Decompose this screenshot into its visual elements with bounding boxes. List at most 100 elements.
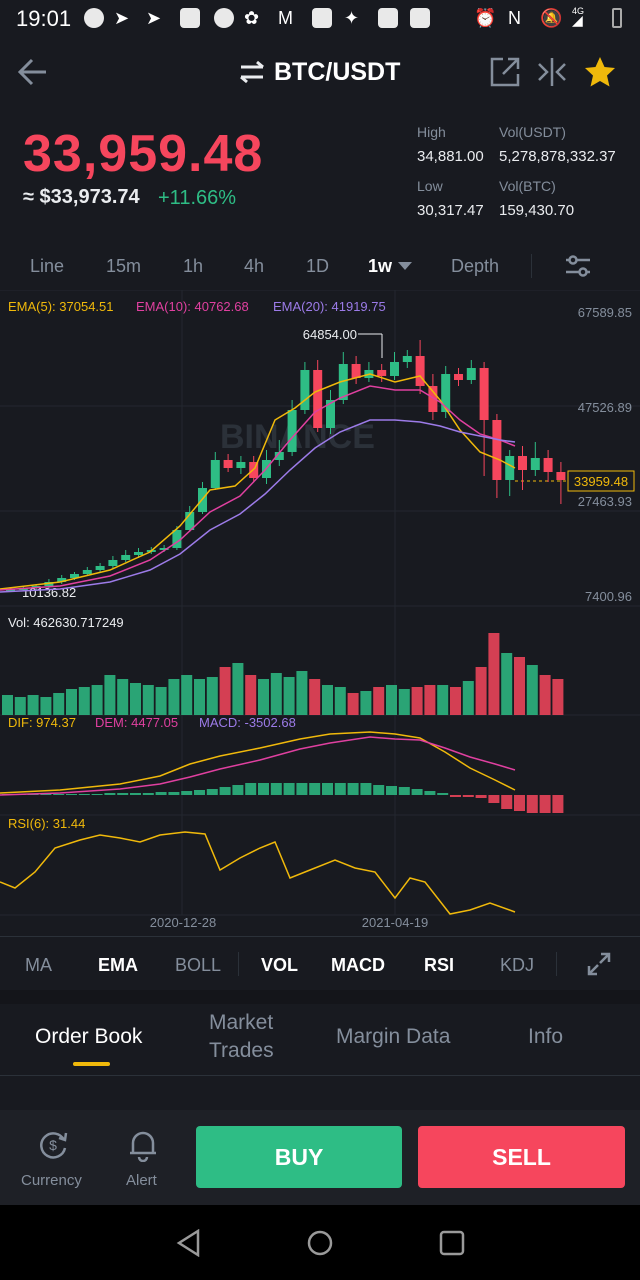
volume-bar: [194, 679, 205, 715]
dif-line: [0, 731, 516, 794]
tab-15m[interactable]: 15m: [106, 256, 142, 276]
volume-bar: [245, 675, 257, 715]
tab-1w[interactable]: 1w: [368, 256, 393, 276]
volume-bar: [155, 687, 167, 715]
indicator-tab-ma[interactable]: MA: [25, 955, 52, 975]
buy-button[interactable]: BUY: [196, 1126, 402, 1188]
macd-bar: [283, 783, 295, 795]
macd-bar: [206, 789, 218, 795]
price-change: +11.66%: [158, 187, 237, 209]
candle-body: [505, 456, 515, 480]
volume-bar: [117, 679, 129, 715]
tab-order-book[interactable]: Order Book: [35, 1025, 143, 1048]
indicator-tab-boll[interactable]: BOLL: [175, 955, 222, 975]
upload-icon: [214, 8, 234, 28]
candle-body: [556, 472, 566, 480]
macd-bar: [270, 783, 282, 795]
tab-4h[interactable]: 4h: [244, 256, 265, 276]
active-tab-indicator: [73, 1062, 110, 1066]
candle-body: [82, 570, 92, 574]
macd-bar: [78, 794, 90, 795]
tab-market-trades-line1[interactable]: Market: [209, 1011, 274, 1034]
dif-legend: DIF: 974.37: [8, 715, 76, 730]
system-nav-bar: [0, 1205, 640, 1280]
volume-bar: [142, 685, 154, 715]
macd-bar: [309, 783, 321, 795]
tab-1d[interactable]: 1D: [306, 256, 330, 276]
volume-bar: [322, 685, 333, 715]
macd-bar: [322, 783, 333, 795]
y-tick-4: 7400.96: [585, 589, 632, 604]
status-bar: 19:01 ➤ ➤ ✿ M ✦ ⏰ N 🔕 4G ◢: [0, 0, 640, 36]
volume-bar: [462, 681, 474, 715]
macd-bar: [245, 783, 257, 795]
chevron-down-icon[interactable]: [398, 262, 412, 270]
indicator-tab-ema[interactable]: EMA: [98, 955, 138, 975]
network-label: 4G: [572, 6, 585, 16]
nav-home-icon[interactable]: [307, 1230, 333, 1256]
tab-margin-data[interactable]: Margin Data: [336, 1025, 451, 1048]
volume-bar: [91, 685, 103, 715]
volume-bar: [411, 687, 423, 715]
macd-bar: [398, 787, 410, 795]
sell-button[interactable]: SELL: [418, 1126, 625, 1188]
fullscreen-icon[interactable]: [587, 952, 611, 976]
tab-line[interactable]: Line: [30, 256, 65, 276]
swap-pair-icon[interactable]: [238, 60, 266, 84]
tab-depth[interactable]: Depth: [451, 256, 500, 276]
dem-line: [0, 736, 516, 796]
macd-bar: [168, 792, 180, 795]
tab-1h[interactable]: 1h: [183, 256, 204, 276]
volume-bar: [424, 685, 436, 715]
rsi-legend: RSI(6): 31.44: [8, 816, 85, 831]
nav-recents-icon[interactable]: [439, 1230, 465, 1256]
external-link-icon[interactable]: [489, 56, 521, 88]
indicator-tab-macd[interactable]: MACD: [331, 955, 385, 975]
candle-body: [57, 578, 67, 582]
candlestick-chart[interactable]: BINANCE EMA(5): 37054.51 EMA(10): 40762.…: [0, 290, 640, 936]
volume-bar: [552, 679, 564, 715]
macd-bar: [258, 783, 269, 795]
ema5-line: [0, 373, 516, 590]
candle-body: [70, 574, 79, 578]
indicator-tab-vol[interactable]: VOL: [261, 955, 299, 975]
tab-info[interactable]: Info: [528, 1025, 564, 1048]
back-arrow-icon[interactable]: [16, 52, 50, 92]
volume-bar: [27, 695, 39, 715]
last-price-label: 33959.48: [574, 474, 628, 489]
volume-bar: [130, 683, 141, 715]
nav-back-icon[interactable]: [176, 1229, 202, 1257]
volume-bar: [270, 673, 282, 715]
macd-bar: [334, 783, 346, 795]
currency-icon[interactable]: $: [36, 1128, 70, 1162]
alarm-icon: ⏰: [474, 8, 497, 28]
indicator-tab-kdj[interactable]: KDJ: [500, 955, 535, 975]
macd-bar: [462, 795, 474, 797]
macd-bar: [386, 786, 397, 795]
battery-icon: [612, 8, 622, 28]
compare-icon[interactable]: [535, 56, 569, 88]
tab-market-trades-line2[interactable]: Trades: [209, 1039, 274, 1062]
favorite-star-icon[interactable]: [583, 56, 617, 88]
macd-bar: [450, 795, 461, 797]
alert-label[interactable]: Alert: [126, 1172, 157, 1189]
volume-bar: [360, 691, 372, 715]
volume-bar: [526, 665, 538, 715]
macd-bar: [194, 790, 205, 795]
candle-body: [530, 458, 540, 470]
app-icon: ✿: [244, 8, 260, 28]
currency-label[interactable]: Currency: [21, 1172, 82, 1189]
pair-title[interactable]: BTC/USDT: [274, 58, 401, 86]
chart-settings-icon[interactable]: [564, 254, 592, 278]
macd-bar: [91, 794, 103, 795]
max-marker-label: 64854.00: [303, 327, 357, 342]
volume-bar: [514, 657, 525, 715]
watermark: BINANCE: [220, 418, 375, 456]
macd-bar: [219, 787, 231, 795]
indicator-tab-rsi[interactable]: RSI: [424, 955, 455, 975]
bell-icon[interactable]: [127, 1128, 159, 1162]
last-price-tag: [567, 470, 635, 492]
instagram-icon: [312, 8, 332, 28]
volume-bar: [168, 679, 180, 715]
macd-bar: [181, 791, 193, 795]
